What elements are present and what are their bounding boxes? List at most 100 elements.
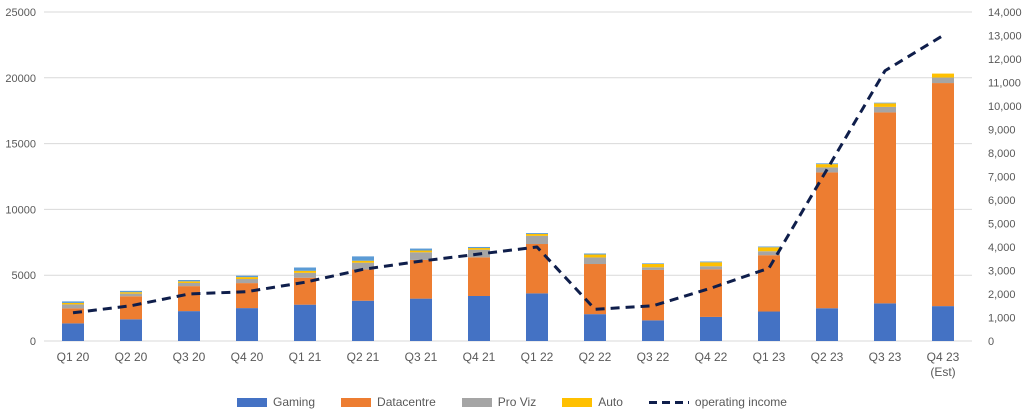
bar-segment-gaming bbox=[700, 316, 722, 341]
x-tick-label: Q3 23 bbox=[869, 350, 902, 364]
bar-segment-auto bbox=[700, 262, 722, 267]
bar-segment-auto bbox=[642, 264, 664, 268]
y-right-tick-label: 9,000 bbox=[988, 125, 1016, 137]
legend-label-pro-viz: Pro Viz bbox=[497, 395, 537, 409]
bar-segment-pro-viz bbox=[352, 262, 374, 270]
x-tick-label: Q2 23 bbox=[811, 350, 844, 364]
bar-segment-datacentre bbox=[700, 269, 722, 317]
y-left-tick-label: 25000 bbox=[5, 7, 36, 19]
bar-segment-other bbox=[120, 290, 142, 293]
bar-segment-other bbox=[758, 246, 780, 248]
legend-item-operating-income: operating income bbox=[648, 395, 787, 409]
x-tick-label: Q3 20 bbox=[173, 350, 206, 364]
y-right-tick-label: 2,000 bbox=[988, 289, 1016, 301]
y-right-tick-label: 7,000 bbox=[988, 172, 1016, 184]
bar-segment-pro-viz bbox=[62, 304, 84, 309]
bar-segment-auto bbox=[874, 103, 896, 107]
x-tick-label: Q1 21 bbox=[289, 350, 322, 364]
x-tick-label: Q3 21 bbox=[405, 350, 438, 364]
bar-segment-other bbox=[62, 301, 84, 303]
legend-item-pro-viz: Pro Viz bbox=[461, 395, 537, 409]
bar-segment-datacentre bbox=[642, 269, 664, 321]
bar-segment-datacentre bbox=[584, 264, 606, 315]
bar-segment-gaming bbox=[816, 308, 838, 341]
bar-segment-other bbox=[526, 233, 548, 235]
bar-segment-pro-viz bbox=[120, 293, 142, 297]
bar-segment-other bbox=[642, 263, 664, 265]
x-tick-label: Q4 21 bbox=[463, 350, 496, 364]
legend-label-operating-income: operating income bbox=[694, 395, 787, 409]
bar-segment-gaming bbox=[758, 311, 780, 341]
x-tick-label: Q1 20 bbox=[57, 350, 90, 364]
y-right-tick-label: 3,000 bbox=[988, 266, 1016, 278]
bar-segment-auto bbox=[468, 248, 490, 250]
legend-label-auto: Auto bbox=[598, 395, 623, 409]
y-axis-left: 0 5000 10000 15000 20000 25000 bbox=[5, 7, 36, 348]
x-tick-label: Q4 20 bbox=[231, 350, 264, 364]
x-tick-label: Q2 22 bbox=[579, 350, 612, 364]
bar-segment-gaming bbox=[468, 295, 490, 341]
bar-segment-pro-viz bbox=[178, 282, 200, 287]
bar-segment-pro-viz bbox=[584, 257, 606, 265]
bar-segment-auto bbox=[62, 302, 84, 305]
x-tick-label: Q4 22 bbox=[695, 350, 728, 364]
bar-segment-datacentre bbox=[410, 259, 432, 299]
bar-segment-gaming bbox=[410, 298, 432, 341]
y-right-tick-label: 6,000 bbox=[988, 195, 1016, 207]
bar-segment-datacentre bbox=[468, 257, 490, 296]
stacked-bars bbox=[62, 73, 954, 341]
bar-segment-pro-viz bbox=[642, 267, 664, 270]
operating-income-polyline bbox=[72, 34, 944, 315]
bar-segment-gaming bbox=[236, 308, 258, 341]
bar-segment-auto bbox=[816, 164, 838, 168]
legend-label-gaming: Gaming bbox=[273, 395, 316, 409]
bar-segment-auto bbox=[758, 247, 780, 252]
bar-segment-pro-viz bbox=[294, 272, 316, 278]
bar-segment-auto bbox=[178, 281, 200, 283]
y-right-tick-label: 1,000 bbox=[988, 313, 1016, 325]
bar-segment-gaming bbox=[874, 303, 896, 341]
x-tick-label: (Est) bbox=[930, 365, 955, 379]
bar-segment-other bbox=[352, 256, 374, 261]
legend-swatch-datacentre bbox=[341, 397, 372, 407]
bar-segment-gaming bbox=[526, 293, 548, 341]
bar-segment-datacentre bbox=[874, 112, 896, 304]
bar-segment-gaming bbox=[352, 300, 374, 341]
legend-item-auto: Auto bbox=[562, 395, 623, 409]
legend-item-gaming: Gaming bbox=[237, 395, 315, 409]
x-tick-label: Q2 21 bbox=[347, 350, 380, 364]
x-tick-label: Q3 22 bbox=[637, 350, 670, 364]
y-left-tick-label: 5000 bbox=[12, 270, 36, 282]
bar-segment-gaming bbox=[120, 319, 142, 341]
bar-segment-pro-viz bbox=[758, 251, 780, 256]
bar-segment-other bbox=[178, 280, 200, 282]
bar-segment-auto bbox=[236, 277, 258, 280]
bar-segment-auto bbox=[294, 270, 316, 273]
bar-segment-datacentre bbox=[932, 83, 954, 307]
bar-segment-auto bbox=[120, 292, 142, 294]
bar-segment-other bbox=[816, 163, 838, 165]
bar-segment-other bbox=[874, 102, 896, 104]
y-right-tick-label: 5,000 bbox=[988, 219, 1016, 231]
bar-segment-pro-viz bbox=[874, 106, 896, 113]
bar-segment-other bbox=[410, 248, 432, 251]
bar-segment-other bbox=[584, 253, 606, 255]
y-left-tick-label: 10000 bbox=[5, 204, 36, 216]
legend-item-datacentre: Datacentre bbox=[341, 395, 436, 409]
bar-segment-datacentre bbox=[236, 283, 258, 309]
bar-segment-other bbox=[700, 261, 722, 263]
bar-segment-other bbox=[294, 267, 316, 271]
bar-segment-datacentre bbox=[758, 255, 780, 312]
bar-segment-pro-viz bbox=[700, 266, 722, 270]
y-left-tick-label: 20000 bbox=[5, 73, 36, 85]
y-left-tick-label: 15000 bbox=[5, 139, 36, 151]
chart-canvas: 0 5000 10000 15000 20000 25000 0 1,000 2,000 3,0… bbox=[5, 7, 1022, 379]
y-right-tick-label: 12,000 bbox=[988, 54, 1022, 66]
bar-segment-gaming bbox=[642, 320, 664, 341]
legend: Gaming Datacentre Pro Viz Auto operating… bbox=[0, 392, 1024, 412]
bar-segment-pro-viz bbox=[932, 77, 954, 84]
y-right-tick-label: 11,000 bbox=[988, 78, 1021, 90]
operating-income-line bbox=[72, 34, 944, 315]
y-right-tick-label: 14,000 bbox=[988, 7, 1022, 19]
y-right-tick-label: 8,000 bbox=[988, 148, 1016, 160]
